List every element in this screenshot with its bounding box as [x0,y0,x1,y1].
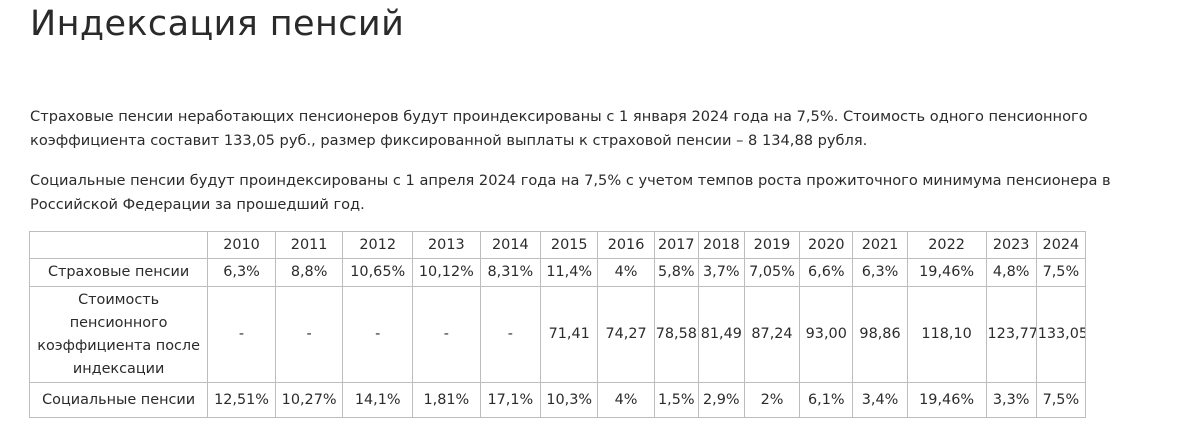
paragraph-insurance-pensions: Страховые пенсии неработающих пенсионеро… [30,108,1088,149]
year-header-cell: 2010 [207,231,276,259]
year-header-cell: 2024 [1035,231,1087,259]
table-cell: 10,3% [540,382,599,418]
table-cell: 8,31% [479,258,542,287]
table-cell: - [342,286,414,383]
table-cell: 10,27% [274,382,344,418]
indexation-table: 2010 2011 2012 2013 2014 2015 2016 2017 … [28,231,1087,418]
table-cell: 17,1% [479,382,542,418]
page-title: Индексация пенсий [30,4,405,44]
table-cell: 6,3% [852,258,908,287]
table-cell: 1,5% [653,382,699,418]
table-cell: 6,1% [799,382,854,418]
year-header-cell: 2018 [697,231,745,259]
table-cell: 6,3% [207,258,276,287]
table-cell: 93,00 [799,286,854,383]
row-label-cell: Страховые пенсии [28,258,209,287]
table-cell: 118,10 [906,286,987,383]
year-header-cell: 2019 [743,231,801,259]
table-cell: 10,65% [342,258,414,287]
table-cell: 2,9% [697,382,745,418]
table-cell: 5,8% [653,258,699,287]
table-cell: 78,58 [653,286,699,383]
year-header-cell: 2013 [412,231,481,259]
table-cell: - [207,286,276,383]
table-cell: 4% [597,258,655,287]
year-header-cell: 2023 [985,231,1037,259]
table-cell: 3,7% [697,258,745,287]
table-corner-cell [28,231,209,259]
table-cell: 1,81% [412,382,481,418]
table-cell: 7,05% [743,258,801,287]
year-header-cell: 2011 [274,231,344,259]
year-header-cell: 2012 [342,231,414,259]
table-cell: 81,49 [697,286,745,383]
year-header-cell: 2015 [540,231,599,259]
table-cell: 133,05 [1035,286,1087,383]
table-row-social-pensions: Социальные пенсии 12,51% 10,27% 14,1% 1,… [28,382,1087,418]
row-label-cell: Стоимость пенсионного коэффициента после… [28,286,209,383]
table-row-pension-coefficient: Стоимость пенсионного коэффициента после… [28,286,1087,383]
table-cell: 10,12% [412,258,481,287]
table-cell: 2% [743,382,801,418]
table-cell: 74,27 [597,286,655,383]
year-header-cell: 2021 [852,231,908,259]
year-header-cell: 2014 [479,231,542,259]
table-cell: - [412,286,481,383]
table-cell: 123,77 [985,286,1037,383]
table-cell: 7,5% [1035,258,1087,287]
table-cell: 4% [597,382,655,418]
table-cell: 3,3% [985,382,1037,418]
paragraph-social-pensions: Социальные пенсии будут проиндексированы… [30,172,1111,213]
table-cell: 71,41 [540,286,599,383]
table-header-row: 2010 2011 2012 2013 2014 2015 2016 2017 … [28,231,1087,259]
table-cell: 3,4% [852,382,908,418]
table-cell: 7,5% [1035,382,1087,418]
table-cell: 12,51% [207,382,276,418]
table-cell: 19,46% [906,382,987,418]
table-cell: 8,8% [274,258,344,287]
table-cell: 4,8% [985,258,1037,287]
year-header-cell: 2017 [653,231,699,259]
row-label-cell: Социальные пенсии [28,382,209,418]
table-cell: 6,6% [799,258,854,287]
table-cell: 98,86 [852,286,908,383]
year-header-cell: 2016 [597,231,655,259]
year-header-cell: 2022 [906,231,987,259]
table-cell: - [274,286,344,383]
year-header-cell: 2020 [799,231,854,259]
table-cell: - [479,286,542,383]
table-cell: 19,46% [906,258,987,287]
table-cell: 11,4% [540,258,599,287]
table-cell: 14,1% [342,382,414,418]
table-row-insurance-pensions: Страховые пенсии 6,3% 8,8% 10,65% 10,12%… [28,258,1087,287]
table-cell: 87,24 [743,286,801,383]
